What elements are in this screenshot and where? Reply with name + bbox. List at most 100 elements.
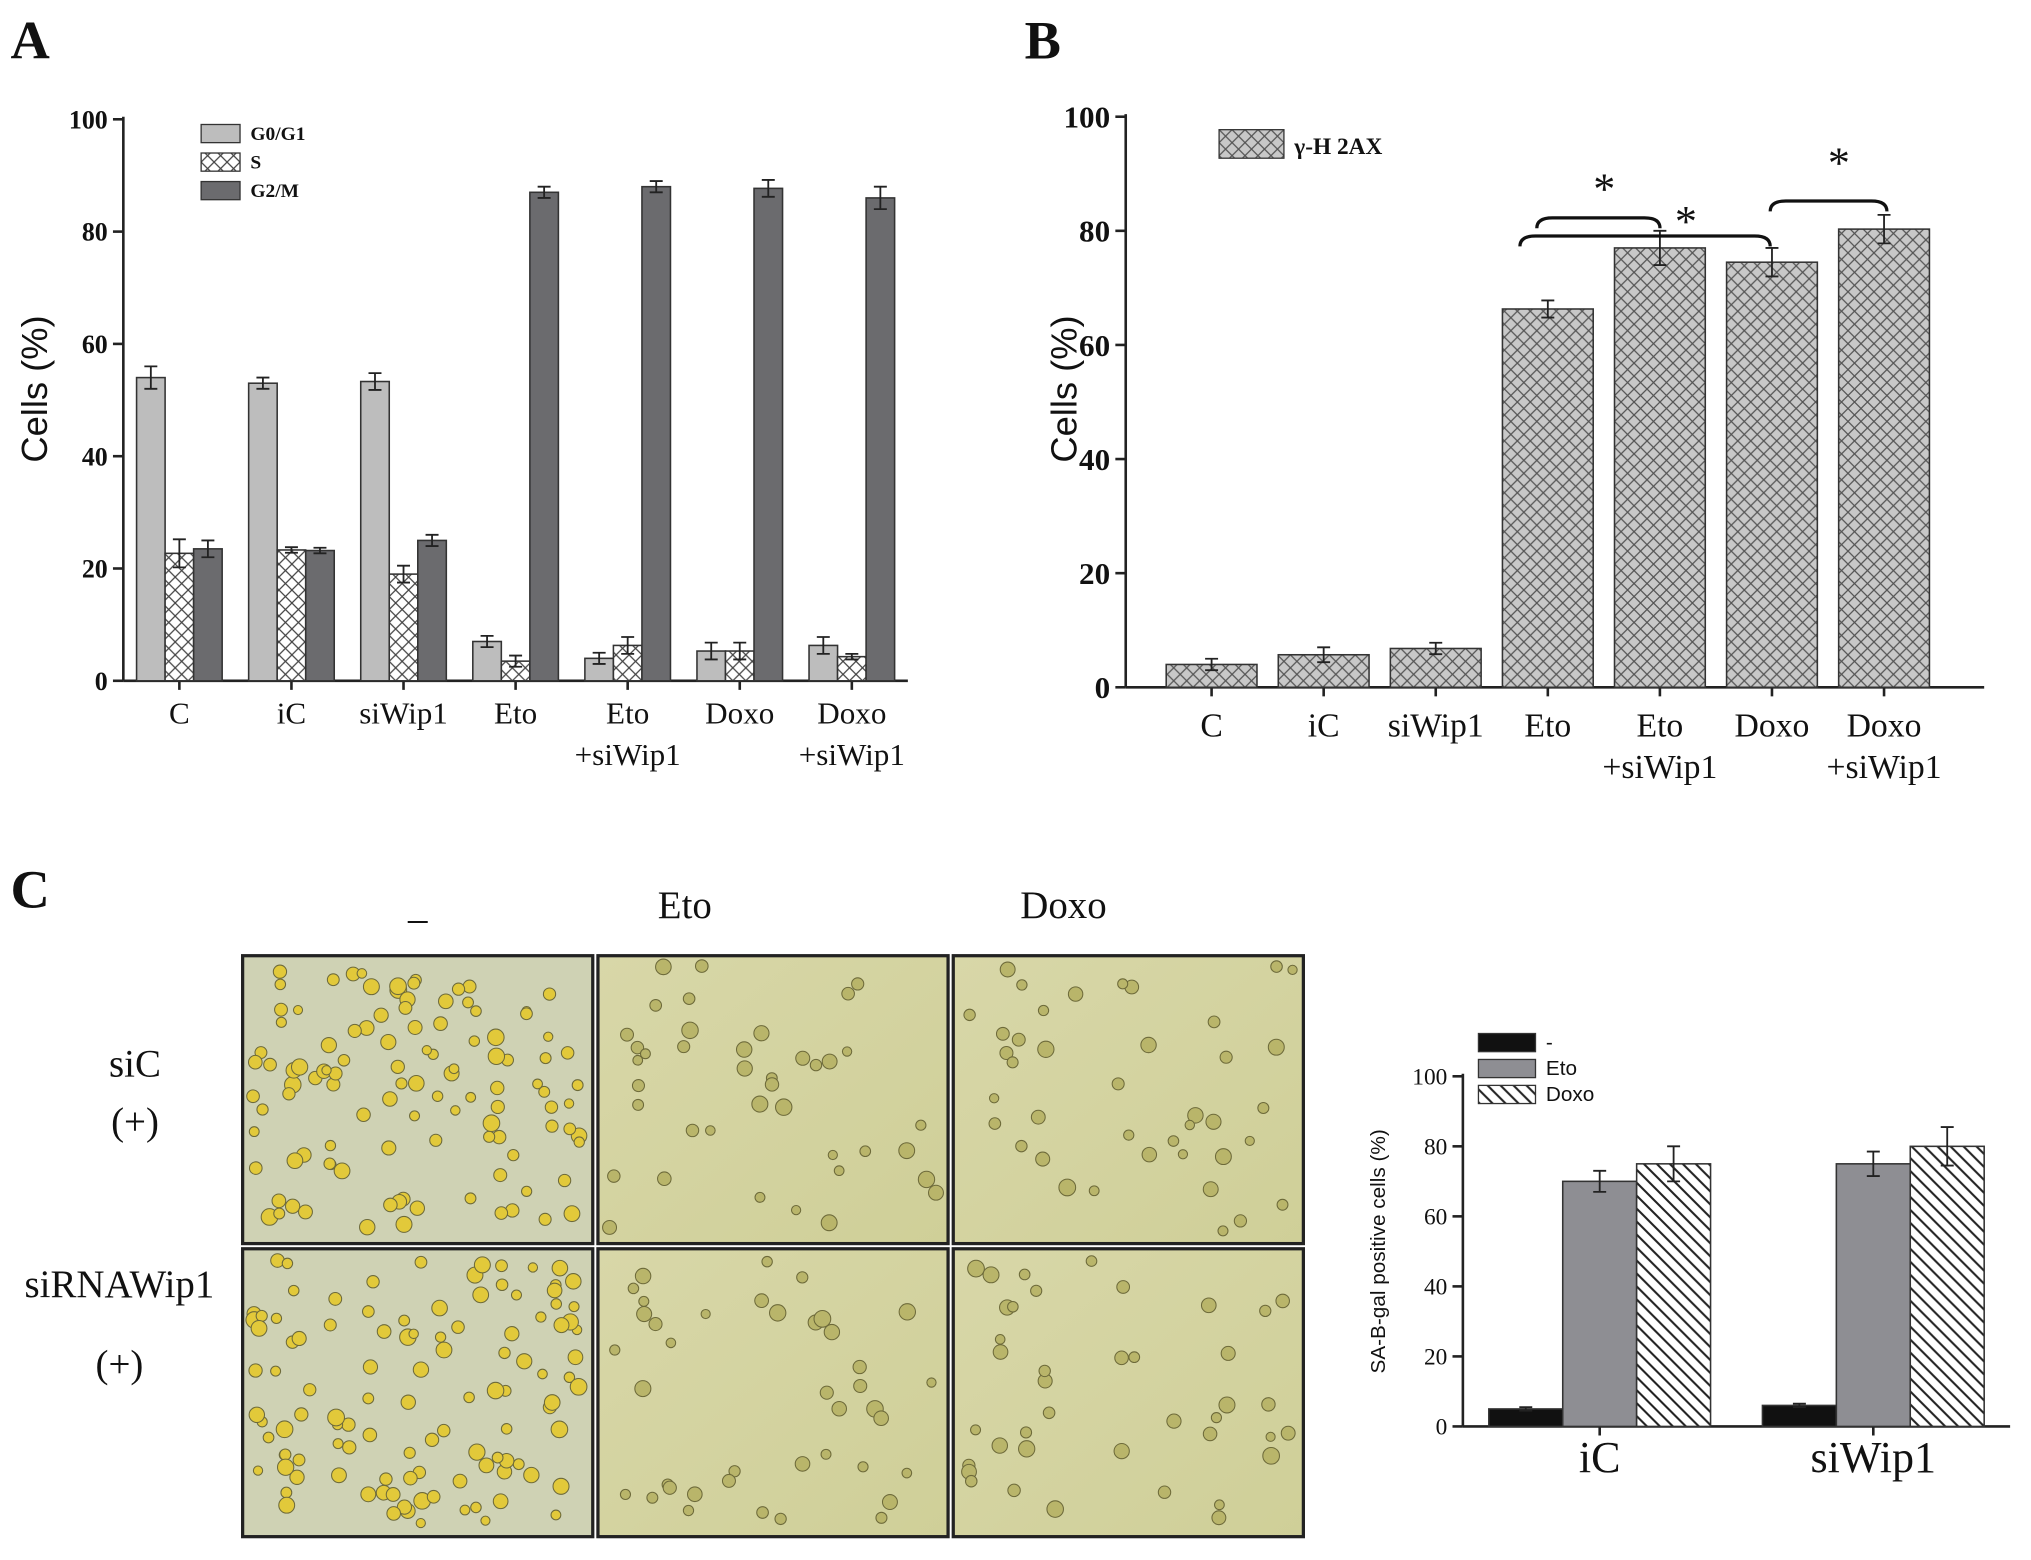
cell <box>408 1328 419 1340</box>
cell <box>347 1023 362 1039</box>
x-tick-label: siWip1 <box>359 696 448 731</box>
cell <box>298 1204 313 1220</box>
cell <box>248 1406 266 1424</box>
cell <box>542 987 557 1001</box>
cell <box>794 1456 811 1472</box>
cell <box>470 1501 482 1514</box>
cell <box>271 1193 287 1209</box>
cell <box>537 1368 548 1380</box>
cell <box>272 964 288 979</box>
cell <box>859 1145 872 1158</box>
cell <box>632 1098 645 1111</box>
cell <box>1233 1214 1248 1228</box>
error-bar <box>172 538 186 569</box>
cell <box>495 1259 508 1273</box>
cell <box>498 1346 511 1360</box>
x-tick-label: Doxo <box>1847 708 1922 745</box>
legend-swatch <box>1477 1032 1537 1053</box>
bar <box>1909 1145 1985 1428</box>
cell <box>246 1089 260 1104</box>
cell <box>504 1326 520 1342</box>
cell <box>491 1451 504 1464</box>
cell <box>928 1184 944 1201</box>
cell <box>414 1255 428 1269</box>
cell <box>756 1506 769 1519</box>
cell <box>682 992 696 1006</box>
bar <box>529 191 560 682</box>
cell <box>395 1215 413 1233</box>
cell <box>820 1214 838 1232</box>
cell <box>1280 1425 1296 1441</box>
cell <box>1276 1198 1289 1211</box>
legend-swatch <box>1477 1084 1537 1105</box>
cell <box>403 1446 416 1459</box>
micrograph <box>596 1247 950 1539</box>
cell <box>435 1341 453 1359</box>
cell <box>333 1162 351 1180</box>
y-axis-label: SA-B-gal positive cells (%) <box>1367 1129 1390 1373</box>
legend-label: G2/M <box>250 181 299 202</box>
cell <box>602 1219 618 1235</box>
cell <box>991 1437 1009 1454</box>
cell <box>550 1420 569 1439</box>
legend-swatch <box>1477 1058 1537 1079</box>
micrograph <box>951 1247 1306 1539</box>
cell <box>1030 1109 1046 1125</box>
cell <box>809 1058 823 1072</box>
y-tick-label: 0 <box>95 667 108 696</box>
cell <box>493 1168 508 1183</box>
cell <box>1205 1113 1222 1130</box>
x-tick-label: Eto <box>1636 708 1683 745</box>
error-bar <box>509 654 523 668</box>
micrograph <box>241 954 595 1246</box>
cell <box>274 978 287 991</box>
cell <box>412 1361 430 1378</box>
significance-marker: * <box>1675 197 1697 246</box>
cell <box>289 1469 305 1485</box>
cell <box>551 1259 569 1277</box>
legend-label: Doxo <box>1546 1083 1594 1106</box>
y-tick-label: 40 <box>1424 1275 1447 1301</box>
cell <box>685 1123 700 1138</box>
cell <box>841 986 855 1001</box>
cell <box>1011 1032 1026 1047</box>
cell <box>1275 1293 1290 1309</box>
cell <box>407 1020 423 1036</box>
cell <box>820 1448 832 1460</box>
y-tick-label: 0 <box>1095 670 1111 705</box>
cell <box>682 1504 695 1517</box>
cell <box>1058 1178 1077 1197</box>
cell <box>437 1423 451 1438</box>
cell <box>823 1323 841 1341</box>
cell <box>521 1185 533 1197</box>
cell <box>677 1040 691 1054</box>
cell <box>248 1161 263 1175</box>
cell <box>274 1002 288 1017</box>
cell <box>362 1427 378 1443</box>
cell <box>290 1058 309 1076</box>
cell <box>426 1489 441 1504</box>
cell <box>1167 1135 1180 1147</box>
cell <box>382 1091 398 1107</box>
bar <box>247 382 278 682</box>
cell <box>373 1007 389 1023</box>
error-bar <box>537 185 551 199</box>
cell <box>287 1284 300 1297</box>
cell <box>490 1099 505 1115</box>
cell <box>358 1020 375 1036</box>
error-bar <box>1940 1126 1954 1167</box>
cell <box>1037 1040 1055 1058</box>
cell <box>992 1344 1009 1360</box>
cell <box>468 1443 486 1461</box>
cell <box>1123 1129 1135 1141</box>
cell <box>768 1304 787 1322</box>
cell <box>636 1305 653 1323</box>
cell <box>761 1255 773 1268</box>
cell <box>563 1122 577 1136</box>
y-tick-label: 80 <box>1079 214 1110 249</box>
cell <box>775 1098 793 1116</box>
cell <box>735 1041 753 1058</box>
x-tick-label: Eto <box>494 696 537 731</box>
cell <box>754 1293 770 1309</box>
cell <box>366 1275 380 1289</box>
